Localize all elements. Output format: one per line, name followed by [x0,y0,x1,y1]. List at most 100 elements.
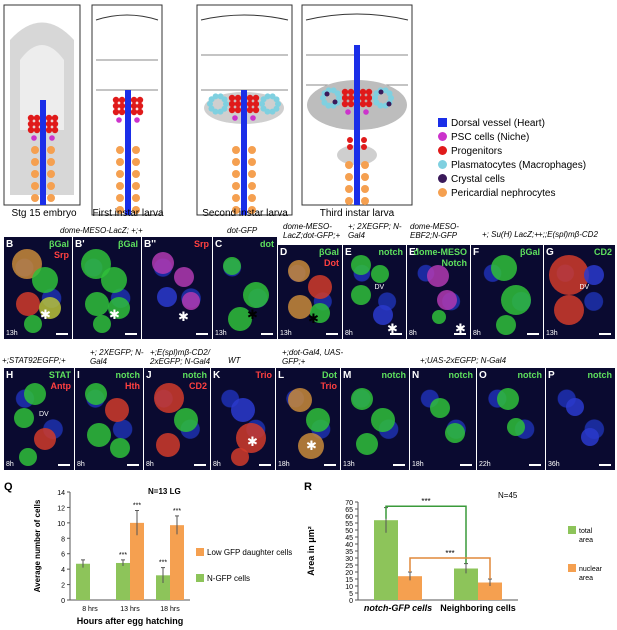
progenitor-cell [341,88,349,96]
channel-label-red: Antp [50,381,72,391]
panel-letter: H [6,370,14,381]
progenitor-cell [51,126,59,134]
progenitor-cell [365,88,373,96]
cell-blob [85,383,107,405]
micrograph-Ep: E' dome-MESO Notch 8h ✱ [407,245,470,339]
plasmatocyte-cell [273,96,280,103]
y-tick-label: 5 [349,591,353,598]
nephrocyte-cell [31,182,39,190]
time-label: 8h [77,461,85,468]
progenitor-cell [27,126,35,134]
plasmatocyte-cell [372,94,379,101]
nephrocyte-cell [232,158,240,166]
progenitor-cell [347,94,355,102]
progenitor-cell [45,120,53,128]
progenitor-cell [130,102,138,110]
time-label: 8h [409,330,417,337]
square-icon [438,118,447,127]
legend-swatch [568,564,576,572]
nephrocyte-cell [116,170,124,178]
row2-header-4: +;dot-Gal4, UAS-GFP;+ [282,348,344,366]
circle-icon [438,132,447,141]
asterisk-icon: ✱ [40,307,51,322]
cell-blob [373,305,393,325]
plasmatocyte-cell [275,101,281,107]
cell-blob [298,433,324,459]
cell-blob [24,383,46,405]
cell-blob [496,315,516,335]
panel-letter: B' [75,239,85,250]
progenitor-cell [33,126,41,134]
legend-item-psc: PSC cells (Niche) [438,132,529,143]
circle-icon [438,188,447,197]
channel-label-green: βGal [118,239,138,249]
psc-cell [345,109,351,115]
cell-blob [371,408,395,432]
nephrocyte-cell [116,194,124,202]
crystal-cell [332,99,338,105]
row1-header-5: +; Su(H) LacZ;+ [482,230,539,239]
nephrocyte-cell [132,170,140,178]
progenitor-cell [347,144,353,150]
cell-blob [437,290,457,310]
cell-blob [174,408,198,432]
micrograph-L: L Dot Trio 18h ✱ [276,368,340,470]
cell-blob [310,303,330,323]
legend-label: Low GFP daughter cells [207,548,292,557]
circle-icon [438,146,447,155]
row2-header-5: +;UAS-2xEGFP; N-Gal4 [420,356,507,365]
chart-q: Q N=13 LG 0 2 4 6 8 10 12 14 Average number of cel… [4,481,292,626]
y-tick-label: 10 [345,584,353,591]
progenitor-cell [118,102,126,110]
progenitor-cell [347,88,355,96]
nephrocyte-cell [248,158,256,166]
chart-annotation: N=45 [498,491,518,500]
time-label: 8h [6,461,14,468]
cell-blob [14,408,34,428]
cell-blob [581,428,599,446]
channel-label-green: notch [182,370,208,380]
y-tick-label: 30 [345,556,353,563]
chart-annotation: N=13 LG [148,487,181,496]
channel-label-red: CD2 [188,381,207,391]
progenitor-cell [359,100,367,108]
cell-blob [308,275,332,299]
progenitor-cell [33,120,41,128]
cell-blob [152,252,174,274]
nephrocyte-cell [345,185,353,193]
time-label: 22h [479,461,491,468]
row1-header-6: +;;E(spl)mβ-CD2 [538,230,598,239]
bar-nuclear-area [478,582,502,600]
caption-second-instar: Second instar larva [202,208,288,219]
legend-item-progenitors: Progenitors [438,146,502,157]
micrograph-Bp: B' βGal ✱ [73,237,141,339]
progenitor-cell [341,94,349,102]
bar-total-area [374,520,398,600]
nephrocyte-cell [47,170,55,178]
significance-mark: *** [421,497,430,506]
progenitor-cell [246,100,254,108]
progenitor-cell [347,100,355,108]
channel-label-red: Dot [324,258,339,268]
crystal-cell [386,101,392,107]
nephrocyte-cell [132,146,140,154]
cell-blob [182,292,200,310]
channel-label-green: dot [260,239,274,249]
psc-cell [116,117,122,123]
progenitor-cell [252,100,260,108]
y-tick-label: 25 [345,563,353,570]
cell-blob [288,260,310,282]
legend-item-plasmatocytes: Plasmatocytes (Macrophages) [438,160,586,171]
nephrocyte-cell [47,158,55,166]
cell-blob [445,423,465,443]
nephrocyte-cell [248,182,256,190]
asterisk-icon: ✱ [178,309,189,324]
cell-blob [157,287,177,307]
x-axis-label: Hours after egg hatching [77,616,184,626]
